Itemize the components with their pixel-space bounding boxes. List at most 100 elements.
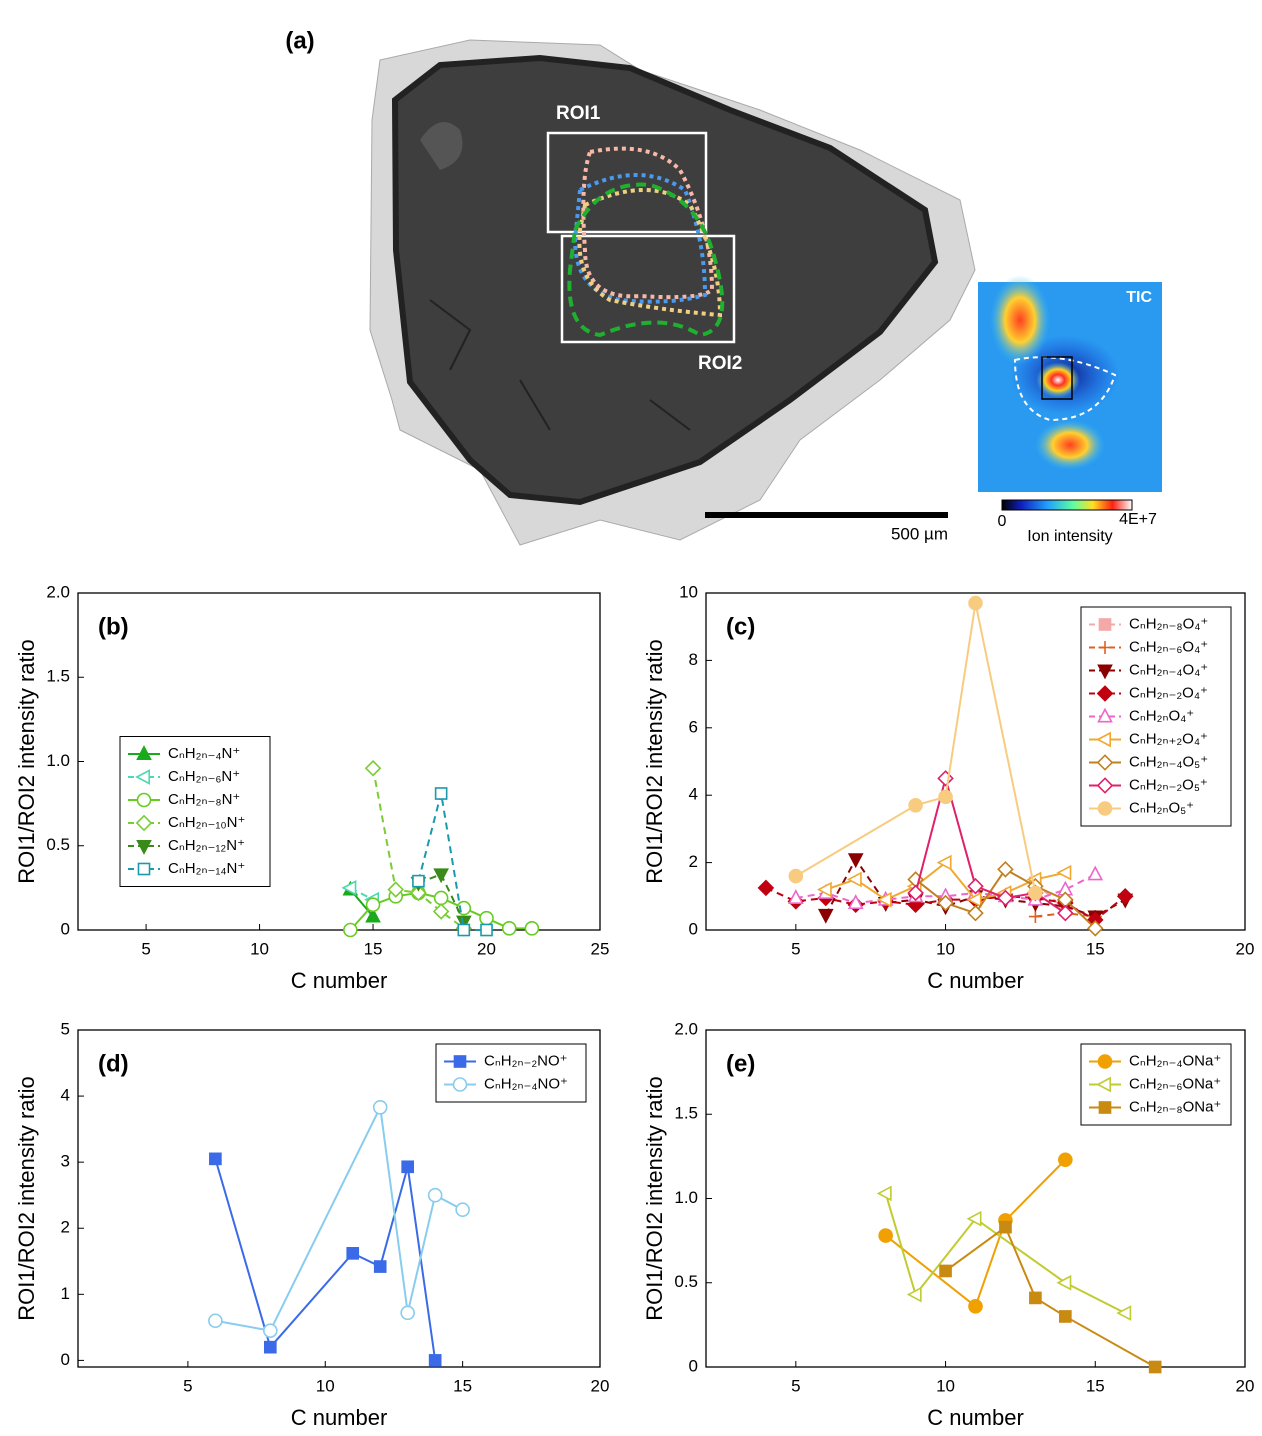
legend-marker	[137, 862, 151, 876]
panel-label: (e)	[726, 1050, 755, 1077]
marker	[524, 921, 540, 936]
marker	[1028, 910, 1042, 924]
legend-label: CₙH₂ₙ₊₂O₄⁺	[1129, 730, 1208, 747]
legend-marker	[1096, 754, 1114, 771]
panel-label: (a)	[285, 27, 314, 54]
series	[209, 1152, 442, 1367]
scale-bar-label: 500 µm	[891, 524, 948, 543]
series	[412, 787, 493, 937]
marker	[1116, 888, 1134, 905]
marker	[906, 1286, 922, 1303]
x-tick-label: 20	[1236, 939, 1255, 958]
marker	[263, 1323, 278, 1338]
y-tick-label: 1.5	[674, 1104, 698, 1123]
marker	[387, 881, 405, 898]
colorbar-max: 4E+7	[1119, 511, 1157, 528]
marker	[364, 759, 382, 777]
marker	[432, 903, 450, 920]
legend-label: CₙH₂ₙ₋₈O₄⁺	[1129, 615, 1208, 632]
y-tick-label: 0	[61, 919, 70, 938]
series-line	[214, 1158, 437, 1361]
legend-box	[435, 1043, 587, 1103]
y-tick-label: 1.0	[674, 1188, 698, 1207]
x-axis-label: C number	[291, 1405, 388, 1430]
marker	[1056, 1274, 1072, 1291]
x-tick-label: 20	[1236, 1376, 1255, 1395]
x-tick-label: 20	[591, 1376, 610, 1395]
marker	[788, 868, 804, 884]
y-tick-label: 2.0	[674, 1019, 698, 1038]
marker	[480, 923, 493, 937]
y-tick-label: 0	[689, 1356, 698, 1375]
marker	[410, 884, 427, 902]
legend-marker	[453, 1055, 467, 1068]
y-tick-label: 4	[689, 785, 698, 804]
legend-marker	[452, 1077, 468, 1092]
marker	[938, 789, 953, 805]
marker	[936, 854, 952, 871]
marker	[479, 910, 494, 926]
marker	[757, 879, 775, 897]
sem-image	[369, 39, 976, 546]
marker	[939, 1264, 952, 1278]
x-tick-label: 5	[791, 939, 800, 958]
series	[364, 759, 473, 937]
panel-label: (d)	[98, 1050, 129, 1077]
series-line	[885, 1159, 1067, 1308]
marker	[1058, 1152, 1073, 1168]
x-tick-label: 10	[936, 939, 955, 958]
marker	[501, 921, 517, 936]
roi-label: ROI1	[556, 103, 601, 124]
marker	[1148, 1360, 1162, 1374]
series	[208, 1100, 470, 1338]
marker	[876, 1185, 892, 1202]
y-axis-label: ROI1/ROI2 intensity ratio	[14, 1076, 39, 1321]
y-tick-label: 6	[689, 717, 698, 736]
y-tick-label: 8	[689, 650, 698, 669]
marker	[434, 787, 448, 800]
legend-label: CₙH₂ₙ₋₄N⁺	[168, 745, 240, 762]
y-axis-label: ROI1/ROI2 intensity ratio	[642, 639, 667, 884]
legend-marker	[1097, 707, 1113, 723]
marker	[343, 922, 358, 938]
marker	[967, 904, 984, 922]
marker	[878, 1228, 893, 1243]
marker	[1056, 864, 1072, 881]
marker	[263, 1340, 277, 1354]
legend-label: CₙH₂ₙ₋₄O₄⁺	[1129, 661, 1208, 678]
marker	[400, 1305, 415, 1321]
x-tick-label: 10	[316, 1376, 335, 1395]
marker	[1087, 865, 1104, 881]
roi-label: ROI2	[698, 353, 742, 374]
y-axis-label: ROI1/ROI2 intensity ratio	[14, 639, 39, 884]
marker	[412, 874, 425, 888]
marker	[847, 894, 864, 910]
x-tick-label: 5	[183, 1376, 192, 1395]
marker	[1028, 885, 1043, 901]
y-tick-label: 5	[61, 1019, 70, 1038]
marker	[372, 1100, 388, 1115]
marker	[997, 861, 1014, 878]
marker	[428, 1354, 442, 1367]
legend-label: CₙH₂ₙO₄⁺	[1129, 707, 1194, 724]
map-label: TIC	[1126, 289, 1152, 306]
marker	[846, 871, 862, 888]
y-tick-label: 4	[61, 1086, 70, 1105]
marker	[427, 1187, 443, 1203]
x-tick-label: 20	[477, 939, 496, 958]
y-tick-label: 0.5	[674, 1272, 698, 1291]
legend-label: CₙH₂ₙ₋₁₄N⁺	[168, 860, 245, 877]
marker	[209, 1152, 222, 1166]
plot-frame	[705, 592, 1246, 931]
x-tick-label: 25	[591, 939, 610, 958]
marker	[1029, 1291, 1042, 1305]
y-tick-label: 1.0	[46, 751, 70, 770]
legend-marker	[1096, 1076, 1111, 1093]
legend-label: CₙH₂ₙ₋₁₀N⁺	[168, 814, 245, 831]
legend-marker	[1097, 1054, 1113, 1069]
legend-marker	[136, 792, 152, 808]
y-tick-label: 2	[61, 1218, 70, 1237]
marker	[908, 798, 923, 813]
marker	[401, 1160, 415, 1174]
